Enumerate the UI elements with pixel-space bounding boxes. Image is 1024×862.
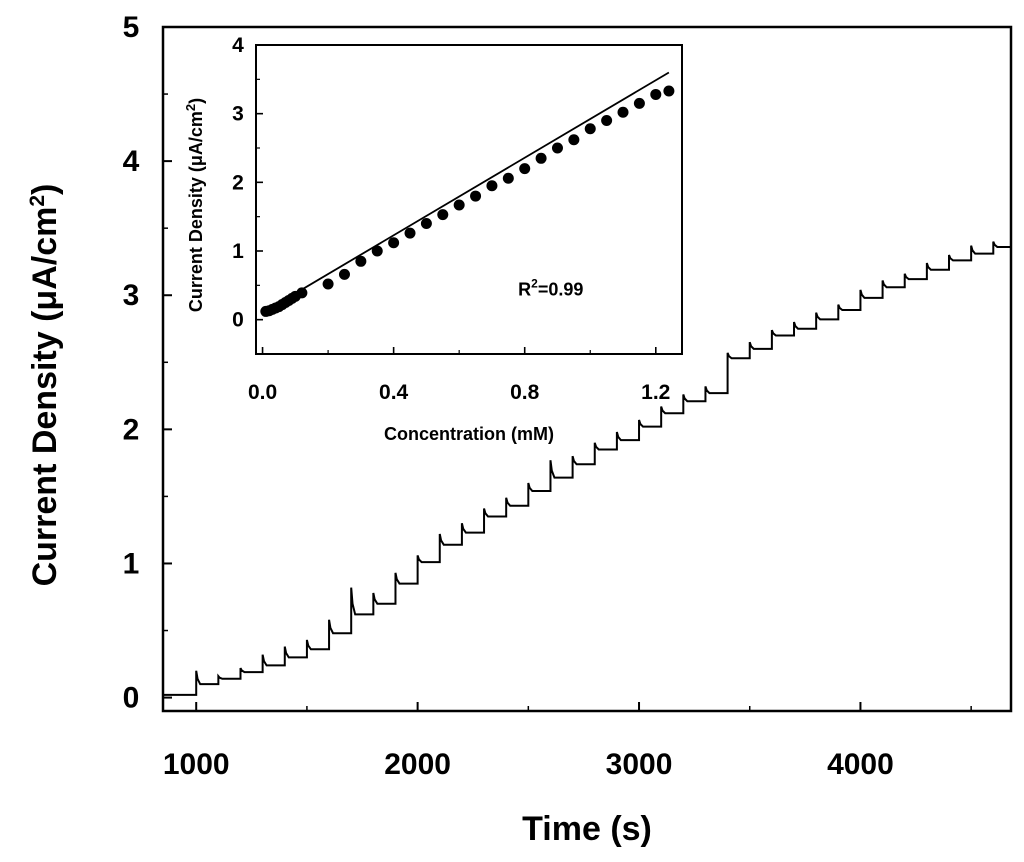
inset-x-tick-label: 0.4 — [379, 381, 409, 404]
inset-data-point — [453, 199, 465, 211]
inset-data-point — [404, 227, 416, 239]
main-x-tick-label: 4000 — [827, 748, 894, 781]
inset-data-point — [650, 88, 662, 100]
inset-y-tick-label: 2 — [232, 171, 244, 194]
main-x-tick-label: 1000 — [163, 748, 230, 781]
main-y-tick-label: 3 — [123, 279, 140, 312]
inset-data-point — [296, 287, 308, 299]
main-y-tick-label: 2 — [123, 413, 140, 446]
inset-data-point — [355, 255, 367, 267]
main-series-line — [163, 241, 1011, 696]
inset-points — [260, 85, 675, 317]
inset-x-tick-label: 1.2 — [641, 381, 670, 404]
inset-data-point — [601, 115, 613, 127]
inset-data-point — [633, 97, 645, 109]
inset-data-point — [486, 180, 498, 192]
inset-x-axis-title: Concentration (mM) — [384, 424, 554, 444]
inset-data-point — [371, 245, 383, 257]
main-y-tick-label: 4 — [123, 145, 140, 178]
inset-ticks: 0 1 2 3 4 0.0 0.4 0.8 1.2 — [232, 34, 670, 404]
inset-y-tick-label: 3 — [232, 103, 244, 126]
inset-data-point — [470, 190, 482, 202]
inset-data-point — [437, 209, 449, 221]
inset-data-point — [338, 268, 350, 280]
main-ticks: 0 1 2 3 4 5 1000 2000 3000 4000 — [123, 11, 972, 781]
inset-plot: 0 1 2 3 4 0.0 0.4 0.8 1.2 R2=0.99 Concentration … — [183, 34, 683, 444]
inset-data-point — [617, 106, 629, 118]
main-y-tick-label: 5 — [123, 11, 140, 44]
inset-data-point — [502, 172, 514, 184]
main-y-tick-label: 0 — [123, 682, 140, 715]
inset-y-tick-label: 4 — [232, 34, 244, 57]
inset-data-point — [551, 142, 563, 154]
main-y-axis-title: Current Density (μA/cm2) — [26, 184, 64, 587]
inset-data-point — [420, 218, 432, 230]
main-x-axis-title: Time (s) — [522, 810, 652, 848]
inset-data-point — [322, 278, 334, 290]
inset-data-point — [388, 237, 400, 249]
inset-x-tick-label: 0.0 — [248, 381, 277, 404]
main-y-tick-label: 1 — [123, 547, 140, 580]
inset-data-point — [663, 85, 675, 97]
inset-x-tick-label: 0.8 — [510, 381, 540, 404]
inset-data-point — [535, 152, 547, 164]
main-x-tick-label: 2000 — [384, 748, 451, 781]
main-plot-frame — [161, 25, 1013, 713]
inset-plot-frame — [255, 44, 683, 355]
inset-data-point — [584, 123, 596, 135]
inset-r-squared-annotation: R2=0.99 — [518, 277, 583, 300]
main-plot: 0 1 2 3 4 5 1000 2000 3000 4000 Time (s) Current … — [26, 11, 1013, 848]
inset-y-tick-label: 1 — [232, 240, 244, 263]
inset-data-point — [519, 163, 531, 175]
main-x-tick-label: 3000 — [606, 748, 673, 781]
inset-y-axis-title: Current Density (μA/cm2) — [183, 98, 206, 312]
inset-fit-line — [262, 71, 670, 314]
inset-data-point — [568, 134, 580, 146]
inset-y-tick-label: 0 — [232, 309, 244, 332]
